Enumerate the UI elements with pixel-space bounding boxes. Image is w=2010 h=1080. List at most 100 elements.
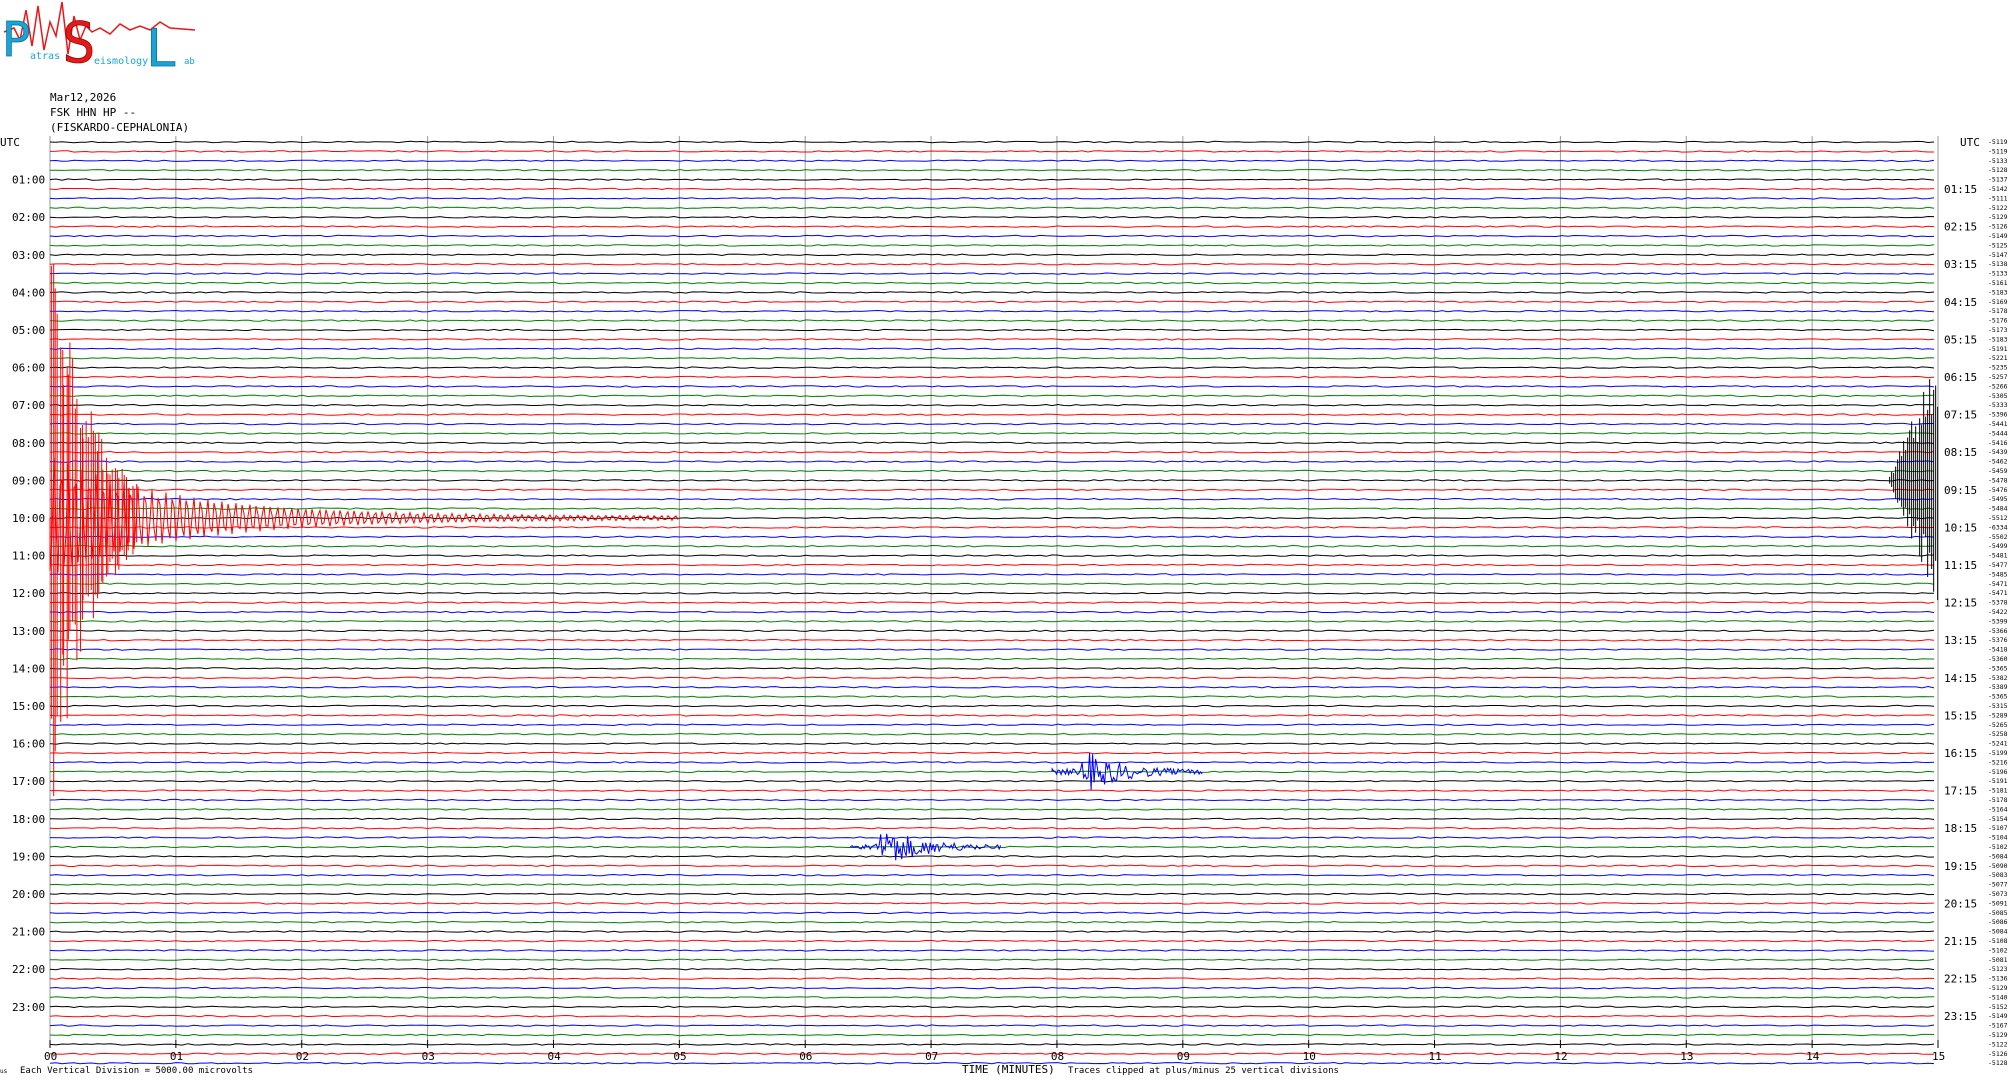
- trace-offset-value: -5459: [1988, 467, 2008, 475]
- left-time-label: 10:00: [12, 512, 45, 525]
- trace-line: [49, 497, 1935, 501]
- right-time-label: 23:15: [1944, 1010, 1977, 1023]
- trace-lines: [49, 140, 1935, 1065]
- trace-offset-value: -5077: [1988, 881, 2008, 889]
- trace-offset-value: -5378: [1988, 599, 2008, 607]
- trace-line: [49, 159, 1935, 163]
- trace-offset-value: -5102: [1988, 946, 2008, 954]
- trace-line: [49, 1014, 1935, 1018]
- logo-seismogram-trace: [3, 1, 196, 55]
- trace-offset-value: -5399: [1988, 617, 2008, 625]
- trace-line: [49, 1043, 1935, 1046]
- trace-line: [49, 667, 1934, 670]
- trace-offset-value: -5161: [1988, 279, 2008, 287]
- trace-line: [49, 225, 1935, 228]
- trace-offset-value: -5119: [1988, 138, 2008, 146]
- left-time-label: 05:00: [12, 324, 45, 337]
- trace-offset-value: -5476: [1988, 486, 2008, 494]
- trace-line: [49, 1024, 1935, 1027]
- trace-line: [49, 347, 1935, 351]
- left-time-label: 02:00: [12, 211, 45, 224]
- trace-offset-value: -5235: [1988, 364, 2008, 372]
- trace-offset-value: -5149: [1988, 1012, 2008, 1020]
- x-tick-label: 12: [1554, 1050, 1567, 1063]
- right-time-label: 02:15: [1944, 221, 1977, 234]
- trace-offset-value: -5181: [1988, 787, 2008, 795]
- right-time-label: 14:15: [1944, 672, 1977, 685]
- x-tick-label: 05: [673, 1050, 686, 1063]
- trace-offset-value: -5133: [1988, 157, 2008, 165]
- trace-line: [49, 197, 1935, 200]
- right-time-label: 17:15: [1944, 785, 1977, 798]
- trace-offset-value: -5083: [1988, 871, 2008, 879]
- x-tick-label: 08: [1051, 1050, 1064, 1063]
- trace-line: [50, 309, 1935, 313]
- trace-offset-value: -5152: [1988, 1003, 2008, 1011]
- left-time-label: 13:00: [12, 625, 45, 638]
- trace-line: [49, 328, 1935, 332]
- trace-offset-value: -5178: [1988, 796, 2008, 804]
- footer-vertical-division: Each Vertical Division = 5000.00 microvo…: [20, 1066, 253, 1076]
- trace-offset-value: -5128: [1988, 166, 2008, 174]
- trace-line: [49, 281, 1935, 285]
- trace-line: [49, 638, 1935, 642]
- right-utc-labels: 01:15 02:15 03:15 04:15 05:15 06:15 07:15 08:15…: [1944, 183, 1977, 1023]
- trace-line: [49, 441, 1935, 445]
- x-tick-label: 15: [1932, 1050, 1945, 1063]
- trace-line: [49, 591, 1934, 595]
- trace-offset-value: -5149: [1988, 232, 2008, 240]
- trace-line: [49, 939, 1935, 943]
- trace-line: [49, 516, 1935, 520]
- trace-offset-value: -5126: [1988, 1050, 2008, 1058]
- trace-line: [49, 178, 1935, 181]
- trace-line: [49, 742, 1935, 745]
- logo-letter-l: L: [146, 19, 177, 79]
- right-time-label: 11:15: [1944, 559, 1977, 572]
- logo-letter-s: S: [62, 11, 96, 76]
- header-channel: FSK HHN HP --: [50, 106, 137, 119]
- trace-offset-value: -5084: [1988, 928, 2008, 936]
- trace-line: [49, 488, 1935, 492]
- trace-line: [49, 206, 1935, 210]
- trace-offset-value: -5382: [1988, 674, 2008, 682]
- trace-offset-value: -5122: [1988, 1040, 2008, 1048]
- trace-offset-value: -5073: [1988, 890, 2008, 898]
- trace-offset-value: -5164: [1988, 805, 2008, 813]
- trace-line: [49, 883, 1935, 886]
- trace-offset-value: -5104: [1988, 834, 2008, 842]
- utc-right-label: UTC: [1960, 136, 1980, 149]
- trace-line: [49, 864, 1935, 868]
- trace-line: [49, 234, 1935, 238]
- right-time-label: 10:15: [1944, 521, 1977, 534]
- trace-offset-value: -5140: [1988, 993, 2008, 1001]
- trace-offset-value: -5191: [1988, 345, 2008, 353]
- trace-offset-value: -5366: [1988, 627, 2008, 635]
- left-time-label: 15:00: [12, 700, 45, 713]
- trace-offset-value: -5478: [1988, 476, 2008, 484]
- trace-offset-value: -5122: [1988, 204, 2008, 212]
- trace-line: [50, 958, 1935, 962]
- trace-line: [50, 629, 1935, 633]
- trace-line: [49, 826, 1935, 830]
- right-time-label: 20:15: [1944, 897, 1977, 910]
- trace-offset-value: -5315: [1988, 702, 2008, 710]
- trace-line: [49, 385, 1935, 388]
- trace-line: [49, 366, 1935, 369]
- right-time-label: 16:15: [1944, 747, 1977, 760]
- trace-line: [49, 996, 1935, 999]
- trace-offset-value: -5241: [1988, 740, 2008, 748]
- trace-offset-value: -5086: [1988, 918, 2008, 926]
- x-tick-label: 00: [44, 1050, 57, 1063]
- left-time-label: 03:00: [12, 249, 45, 262]
- trace-offset-value: -5183: [1988, 335, 2008, 343]
- trace-line: [49, 582, 1935, 586]
- trace-line: [49, 798, 1935, 802]
- trace-offset-value: -5138: [1988, 260, 2008, 268]
- trace-line: [49, 920, 1935, 924]
- trace-offset-value: -5142: [1988, 185, 2008, 193]
- logo-word-atras: atras: [30, 51, 60, 62]
- trace-offset-value: -5085: [1988, 909, 2008, 917]
- trace-line: [50, 610, 1935, 614]
- trace-offset-value: -5183: [1988, 288, 2008, 296]
